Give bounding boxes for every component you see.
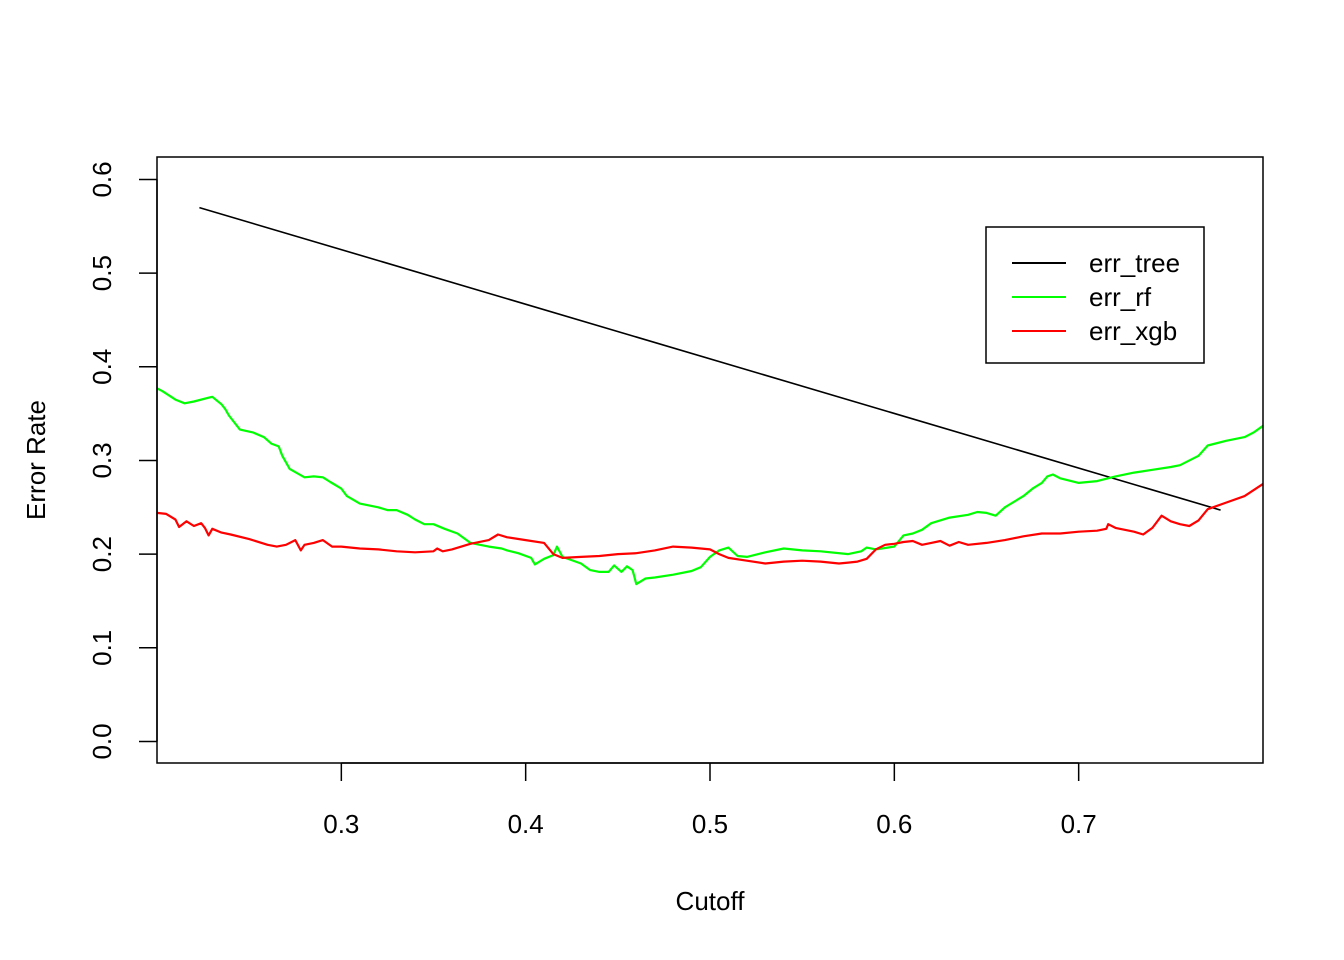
- legend-label: err_rf: [1089, 282, 1152, 312]
- x-tick-label: 0.7: [1061, 809, 1097, 839]
- legend-label: err_tree: [1089, 248, 1180, 278]
- series-line-err-rf: [156, 387, 1264, 586]
- x-tick-label: 0.3: [323, 809, 359, 839]
- series-layer: [156, 206, 1264, 586]
- legend-item-err-rf: err_rf: [1012, 282, 1152, 312]
- y-tick-label: 0.2: [87, 536, 117, 572]
- y-tick-label: 0.6: [87, 161, 117, 197]
- x-tick-label: 0.5: [692, 809, 728, 839]
- legend-item-err-tree: err_tree: [1012, 248, 1180, 278]
- y-axis-title: Error Rate: [21, 400, 51, 520]
- legend-label: err_xgb: [1089, 316, 1177, 346]
- series-line-err-xgb: [156, 482, 1264, 565]
- plot-frame: [156, 156, 1264, 764]
- series-line-err-tree: [199, 206, 1221, 511]
- x-tick-label: 0.4: [508, 809, 544, 839]
- x-tick-label: 0.6: [876, 809, 912, 839]
- legend-box: [985, 226, 1205, 364]
- legend-item-err-xgb: err_xgb: [1012, 316, 1177, 346]
- y-tick-label: 0.3: [87, 442, 117, 478]
- y-tick-label: 0.0: [87, 723, 117, 759]
- y-tick-label: 0.5: [87, 255, 117, 291]
- x-axis-title: Cutoff: [676, 886, 746, 916]
- y-tick-label: 0.1: [87, 630, 117, 666]
- y-tick-label: 0.4: [87, 349, 117, 385]
- legend: err_tree err_rf err_xgb: [985, 226, 1205, 364]
